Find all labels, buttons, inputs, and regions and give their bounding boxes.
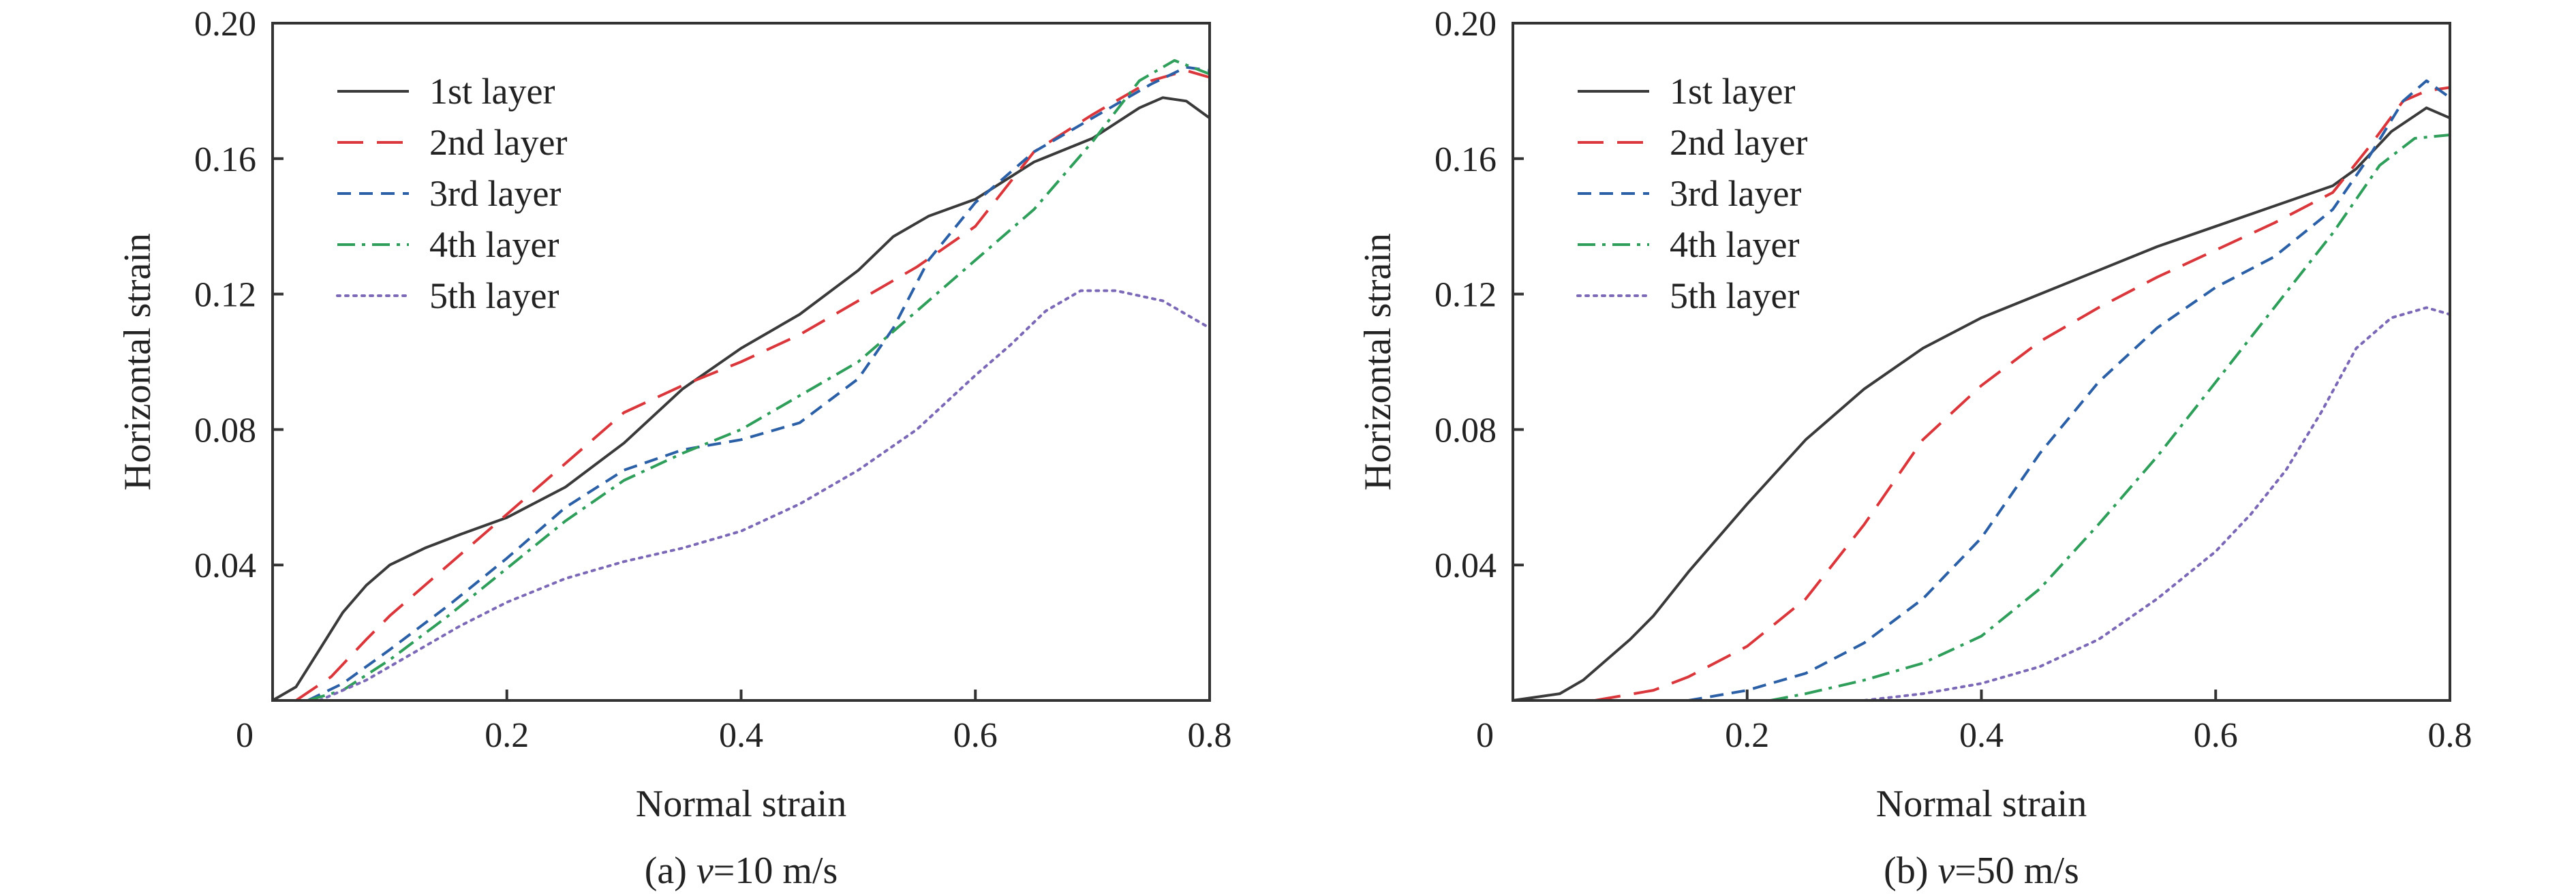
panel-a-legend-label-1: 1st layer	[429, 71, 555, 112]
panel-a-legend-label-3: 3rd layer	[429, 173, 561, 214]
panel-b-series-line-1	[1512, 106, 2451, 702]
panel-a-x-axis-label: Normal strain	[636, 783, 846, 825]
panel-a-caption-suffix: =10 m/s	[714, 850, 838, 892]
panel-b-legend-label-1: 1st layer	[1670, 71, 1795, 112]
panel-a-legend: 1st layer 2nd layer 3rd layer 4th layer 5th …	[336, 71, 567, 316]
panel-a-series-line-1	[271, 96, 1211, 702]
panel-a-y-tick-label: 0.08	[194, 411, 256, 450]
panel-a-y-tick-label: 0.20	[194, 5, 256, 44]
panel-b-caption-variable: v	[1937, 850, 1954, 892]
panel-a-y-tick-label: 0.04	[194, 546, 256, 585]
panel-b-x-tick-label: 0.6	[2194, 716, 2238, 755]
panel-b-y-tick-label: 0.20	[1435, 5, 1497, 44]
panel-b-x-axis-label: Normal strain	[1876, 783, 2087, 825]
panel-a-y-axis-label: Horizontal strain	[117, 233, 159, 491]
panel-a: 0 0.2 0.4 0.6 0.8 0.04 0.08 0.12 0.16 0.20 Normal …	[117, 5, 1232, 892]
panel-a-x-tick-label: 0.4	[719, 716, 763, 755]
panel-b-x-tick-label: 0	[1476, 716, 1494, 755]
panel-a-series-line-3	[307, 65, 1210, 702]
panel-b-series-line-5	[1862, 306, 2451, 702]
panel-a-y-tick-label: 0.16	[194, 140, 256, 179]
panel-a-x-tick-label: 0.6	[953, 716, 998, 755]
panel-a-x-tick-label: 0.8	[1188, 716, 1232, 755]
panel-b: 0 0.2 0.4 0.6 0.8 0.04 0.08 0.12 0.16 0.20 Normal …	[1357, 5, 2472, 892]
panel-a-series-line-5	[318, 289, 1211, 702]
panel-a-x-tick-label: 0.2	[485, 716, 529, 755]
panel-b-x-tick-label: 0.8	[2428, 716, 2472, 755]
panel-b-series-line-3	[1688, 79, 2451, 702]
panel-b-y-tick-label: 0.04	[1435, 546, 1497, 585]
panel-b-y-tick-label: 0.12	[1435, 276, 1497, 315]
panel-a-series-line-4	[307, 59, 1210, 702]
panel-b-legend-label-5: 5th layer	[1670, 275, 1799, 316]
panel-a-caption-prefix: (a)	[645, 850, 696, 892]
panel-a-caption-variable: v	[696, 850, 714, 892]
panel-a-y-tick-label: 0.12	[194, 276, 256, 315]
panel-a-caption: (a) v=10 m/s	[645, 850, 838, 892]
panel-b-caption: (b) v=50 m/s	[1884, 850, 2079, 892]
panel-b-legend: 1st layer 2nd layer 3rd layer 4th layer 5th …	[1576, 71, 1807, 316]
panel-b-x-tick-label: 0.4	[1959, 716, 2004, 755]
panel-b-legend-label-3: 3rd layer	[1670, 173, 1801, 214]
panel-b-y-tick-label: 0.16	[1435, 140, 1497, 179]
panel-b-y-tick-label: 0.08	[1435, 411, 1497, 450]
panel-b-series-line-4	[1770, 134, 2451, 702]
panel-a-x-tick-label: 0	[236, 716, 254, 755]
panel-a-legend-label-4: 4th layer	[429, 224, 559, 265]
panel-a-series-line-2	[295, 69, 1210, 702]
panel-b-y-axis-label: Horizontal strain	[1357, 233, 1399, 491]
panel-a-legend-label-2: 2nd layer	[429, 122, 567, 163]
panel-b-x-tick-label: 0.2	[1725, 716, 1769, 755]
panel-b-caption-prefix: (b)	[1884, 850, 1937, 892]
panel-b-legend-label-2: 2nd layer	[1670, 122, 1807, 163]
panel-b-plot-frame	[1512, 22, 2451, 702]
panel-b-legend-label-4: 4th layer	[1670, 224, 1799, 265]
panel-a-legend-label-5: 5th layer	[429, 275, 559, 316]
panel-b-caption-suffix: =50 m/s	[1954, 850, 2079, 892]
